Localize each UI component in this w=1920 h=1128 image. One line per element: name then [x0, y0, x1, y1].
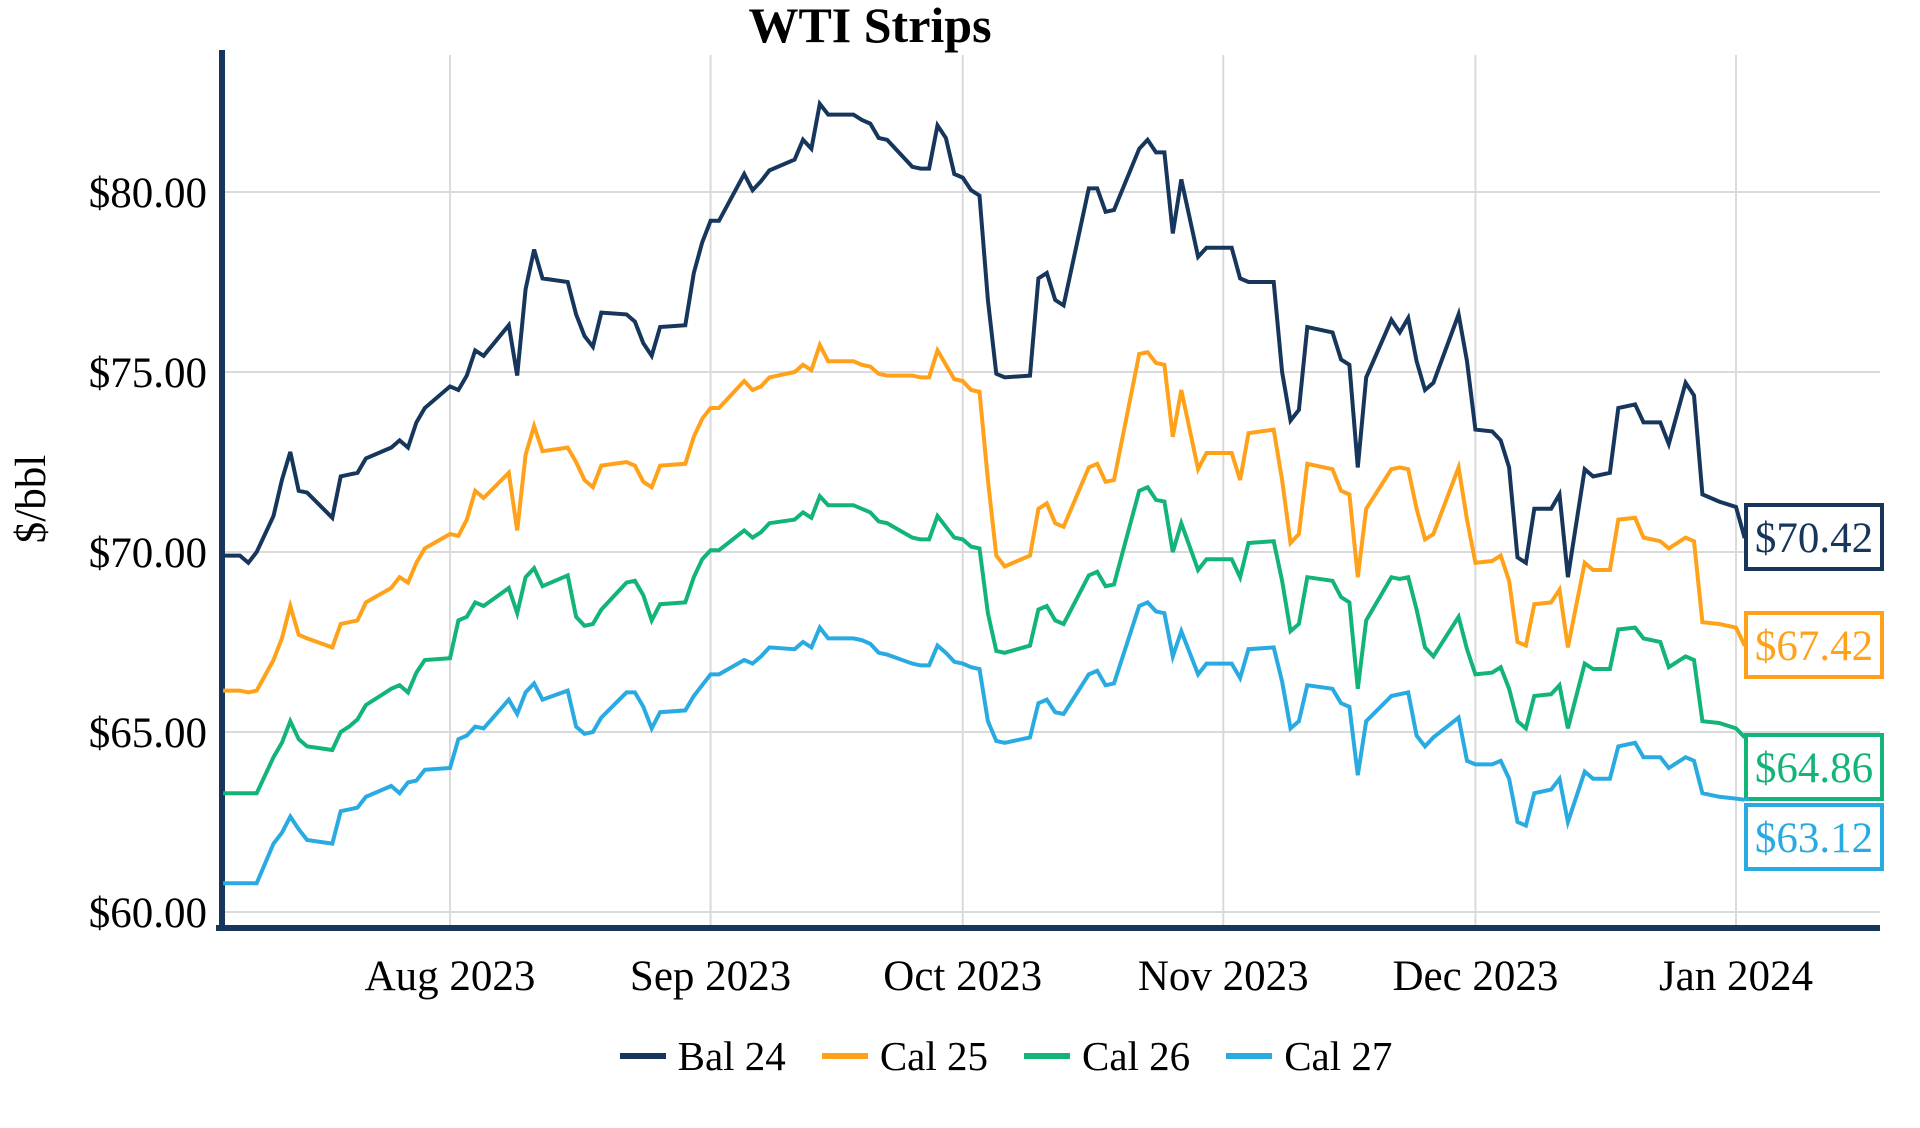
series-line-cal-26 [223, 484, 1746, 796]
x-tick-label: Aug 2023 [365, 953, 536, 1000]
end-label-box [1744, 803, 1884, 871]
end-label-box [1744, 733, 1884, 801]
series-line-cal-27 [223, 600, 1745, 886]
legend: Bal 24 Cal 25 Cal 26 Cal 27 [46, 1032, 1920, 1080]
legend-item-cal-26: Cal 26 [1024, 1032, 1190, 1080]
x-tick-label: Oct 2023 [883, 953, 1042, 1000]
y-tick-label: $80.00 [89, 170, 207, 217]
legend-swatch-icon [619, 1053, 666, 1059]
x-tick-label: Sep 2023 [630, 953, 791, 1000]
y-tick-label: $70.00 [89, 530, 207, 577]
legend-swatch-icon [821, 1053, 868, 1059]
chart-title: WTI Strips [748, 0, 992, 53]
y-tick-label: $75.00 [89, 350, 207, 397]
series-line-bal-24 [223, 99, 1747, 578]
legend-label: Bal 24 [677, 1033, 786, 1079]
legend-label: Cal 25 [879, 1033, 988, 1079]
x-tick-label: Nov 2023 [1138, 953, 1309, 1000]
end-label-value: $70.42 [1755, 515, 1873, 562]
end-label-value: $63.12 [1755, 815, 1873, 862]
end-label-value: $67.42 [1755, 623, 1873, 670]
legend-label: Cal 27 [1284, 1033, 1393, 1079]
y-tick-label: $60.00 [89, 890, 207, 937]
x-tick-label: Dec 2023 [1392, 953, 1558, 1000]
legend-item-bal-24: Bal 24 [619, 1032, 786, 1080]
end-label-value: $64.86 [1755, 745, 1873, 792]
legend-swatch-icon [1024, 1053, 1070, 1059]
legend-swatch-icon [1226, 1053, 1273, 1059]
end-label-box [1744, 611, 1884, 679]
end-label-box [1744, 503, 1884, 571]
series-line-cal-25 [223, 339, 1747, 695]
legend-item-cal-27: Cal 27 [1226, 1032, 1392, 1080]
y-tick-label: $65.00 [89, 710, 207, 757]
x-tick-label: Jan 2024 [1659, 953, 1813, 1000]
legend-item-cal-25: Cal 25 [821, 1032, 988, 1080]
legend-label: Cal 26 [1082, 1033, 1191, 1079]
